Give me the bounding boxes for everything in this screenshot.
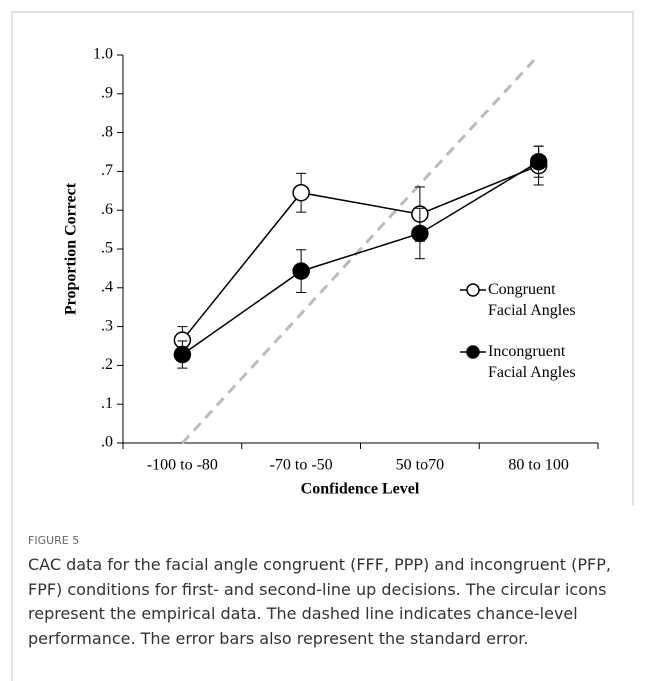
legend-marker xyxy=(466,283,480,297)
y-axis-title: Proportion Correct xyxy=(63,182,80,315)
y-tick-label: .8 xyxy=(101,123,113,140)
frame xyxy=(11,11,634,681)
series-line xyxy=(181,161,540,356)
caption-block: FIGURE 5 CAC data for the facial angle c… xyxy=(28,534,632,651)
chance-line xyxy=(181,53,540,445)
marker xyxy=(292,262,310,280)
y-tick-label: .1 xyxy=(101,395,113,412)
x-axis-title: Confidence Level xyxy=(301,481,420,498)
x-tick-label: -70 to -50 xyxy=(270,457,333,474)
y-tick-label: .9 xyxy=(101,84,113,101)
x-tick-label: -100 to -80 xyxy=(147,457,218,474)
y-tick-label: .3 xyxy=(101,317,113,334)
legend-label: Incongruent Facial Angles xyxy=(488,343,576,381)
legend-marker xyxy=(466,345,480,359)
marker xyxy=(292,183,310,202)
figure-label: FIGURE 5 xyxy=(28,534,80,547)
y-tick-label: .4 xyxy=(101,278,113,295)
legend-label: Congruent Facial Angles xyxy=(488,281,576,319)
marker xyxy=(173,345,192,364)
legend-item: Congruent Facial Angles xyxy=(488,281,576,319)
marker xyxy=(411,224,429,243)
marker xyxy=(529,152,548,171)
x-tick-label: 50 to70 xyxy=(396,457,444,474)
y-tick-label: .7 xyxy=(101,162,113,179)
y-tick-label: .2 xyxy=(101,356,113,373)
series-line xyxy=(181,164,539,341)
y-tick-label: .5 xyxy=(101,240,113,257)
y-tick-label: 1.0 xyxy=(93,46,113,63)
legend-item: Incongruent Facial Angles xyxy=(488,343,576,381)
y-tick-label: .6 xyxy=(101,201,113,218)
y-tick-label: .0 xyxy=(101,434,113,451)
x-tick-label: 80 to 100 xyxy=(508,457,568,474)
caption: CAC data for the facial angle congruent … xyxy=(28,555,611,648)
